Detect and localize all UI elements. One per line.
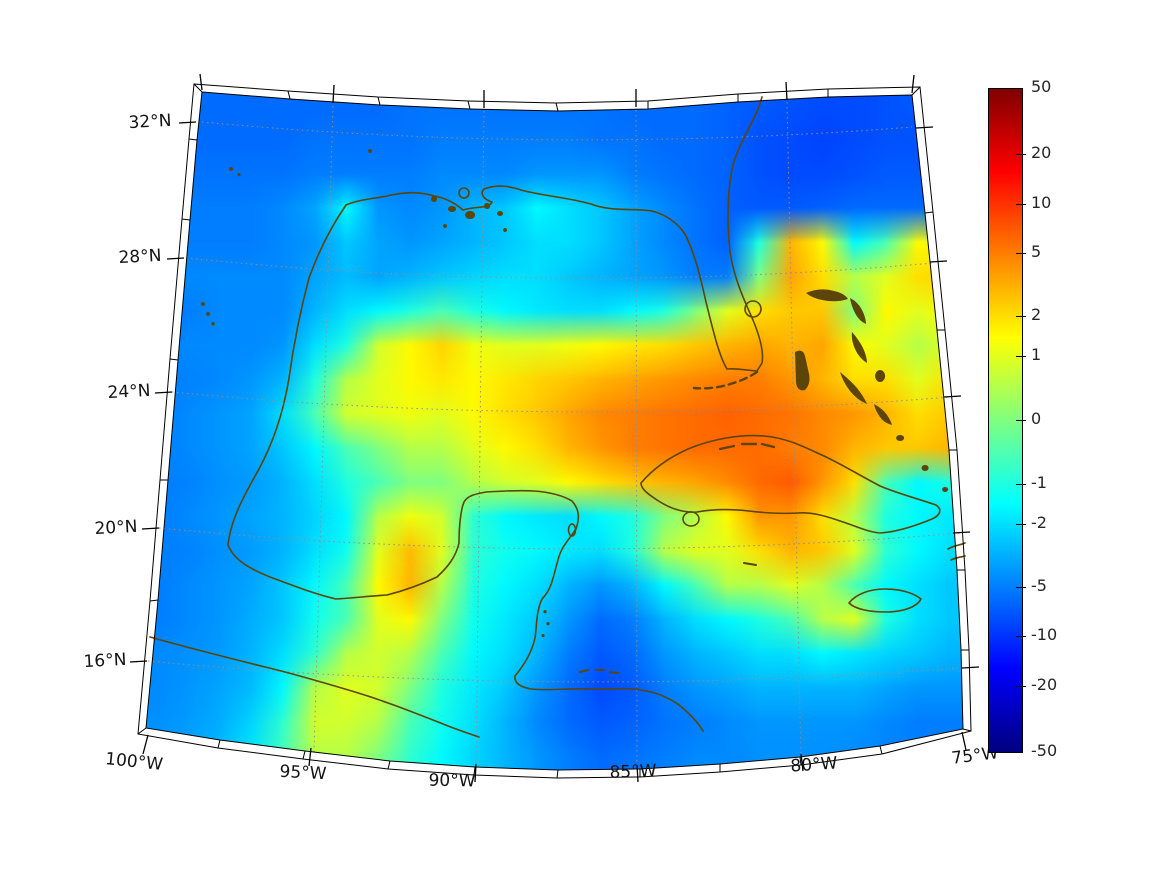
lat-label-16n: 16°N bbox=[83, 649, 127, 673]
lat-label-32n: 32°N bbox=[128, 110, 172, 134]
colorbar-label-5: 5 bbox=[1031, 242, 1042, 262]
lat-label-24n: 24°N bbox=[107, 380, 151, 404]
lon-label-100w: 100°W bbox=[104, 749, 164, 775]
colorbar-label-n5: -5 bbox=[1031, 575, 1047, 595]
colorbar-tick-dash bbox=[1016, 356, 1026, 358]
colorbar-tick-dash bbox=[1016, 524, 1026, 526]
colorbar-label-n50: -50 bbox=[1031, 741, 1058, 760]
colorbar-label-n10: -10 bbox=[1031, 625, 1058, 645]
colorbar-label-1: 1 bbox=[1031, 345, 1042, 365]
colorbar-tick-dash bbox=[1016, 315, 1026, 317]
colorbar-label-20: 20 bbox=[1031, 143, 1052, 163]
colorbar-label-10: 10 bbox=[1031, 192, 1052, 212]
colorbar-tick-dash bbox=[1016, 685, 1026, 687]
colorbar-label-50: 50 bbox=[1031, 77, 1052, 96]
colorbar-label-0: 0 bbox=[1031, 409, 1042, 428]
colorbar-tick-dash bbox=[1016, 253, 1026, 255]
colorbar-tick-dash bbox=[1016, 420, 1026, 421]
lon-label-90w: 90°W bbox=[428, 770, 476, 792]
colorbar-tick-dash bbox=[1016, 586, 1026, 588]
colorbar-label-n20: -20 bbox=[1031, 674, 1058, 694]
heatmap-layer bbox=[146, 92, 963, 770]
colorbar-label-n2: -2 bbox=[1031, 513, 1047, 533]
lon-label-85w: 85°W bbox=[609, 761, 657, 783]
colorbar-label-n1: -1 bbox=[1031, 472, 1047, 492]
colorbar-label-2: 2 bbox=[1031, 304, 1042, 324]
colorbar-tick-dash bbox=[1016, 483, 1026, 485]
lon-label-95w: 95°W bbox=[279, 761, 327, 785]
lon-label-80w: 80°W bbox=[789, 753, 839, 777]
colorbar-tick-dash bbox=[1016, 203, 1026, 205]
lat-label-28n: 28°N bbox=[118, 245, 162, 269]
colorbar-tick-dash bbox=[1016, 154, 1026, 156]
lat-label-20n: 20°N bbox=[94, 516, 138, 540]
colorbar-tick-dash bbox=[1016, 636, 1026, 638]
